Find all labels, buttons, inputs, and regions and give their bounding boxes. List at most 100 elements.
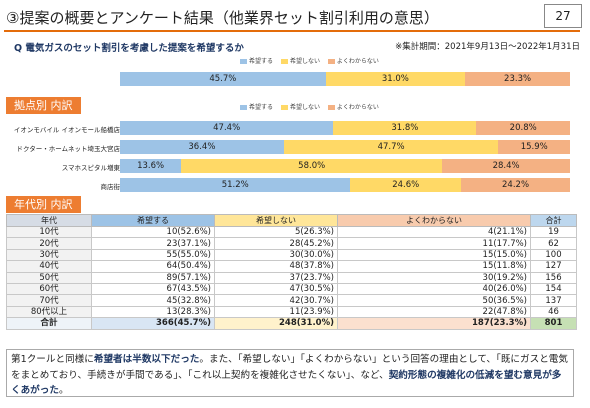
cell-age: 20代 [6,237,92,250]
total-row: 合計 366(45.7%) 248(31.0%) 187(23.3%) 801 [6,317,577,330]
store-section-label: 拠点別 内訳 [6,97,81,114]
store-unknown-segment: 24.2% [461,178,570,192]
table-row: 40代 64(50.4%) 48(37.8%) 15(11.8%) 127 [6,260,577,273]
cell-yes: 67(43.5%) [91,282,215,296]
store-name: イオンモバイル イオンモール船橋店 [13,126,120,134]
overall-bar: 45.7% 31.0% 23.3% [120,72,570,86]
cell-yes: 64(50.4%) [91,260,215,273]
cell-yes: 10(52.6%) [91,225,215,239]
header-total: 合計 [530,214,577,227]
header-no: 希望しない [214,214,338,227]
cell-unknown: 50(36.5%) [337,294,531,307]
cell-no: 5(26.3%) [214,225,338,239]
age-table-header: 年代 希望する 希望しない よくわからない 合計 [6,214,577,227]
summary-emphasis: 契約形態の複雑化の低減を望む意見が多くあがった [11,369,562,397]
cell-yes: 366(45.7%) [91,317,215,330]
cell-age: 70代 [6,294,92,307]
store-yes-segment: 36.4% [120,140,284,154]
overall-no-segment: 31.0% [325,72,466,86]
header-unknown: よくわからない [337,214,531,227]
cell-total: 137 [530,294,577,307]
summary-emphasis: 希望者は半数以下だった [93,354,200,365]
store-yes-segment: 51.2% [120,178,351,192]
cell-yes: 13(28.3%) [91,305,215,319]
store-no-segment: 58.0% [181,159,443,173]
legend-item-unknown: よくわからない [327,58,379,65]
table-row: 20代 23(37.1%) 28(45.2%) 11(17.7%) 62 [6,237,577,250]
cell-no: 37(23.7%) [214,271,338,284]
cell-total: 127 [530,260,577,273]
cell-age: 80代以上 [6,305,92,319]
cell-total: 154 [530,282,577,296]
cell-age: 60代 [6,282,92,296]
summary-text: 。また、「希望しない」「よくわからない」という回答の理由として、「既にガスと電気… [11,354,568,381]
store-legend: 希望する 希望しない よくわからない [240,102,385,111]
store-no-segment: 47.7% [283,140,499,154]
title-bar: ③提案の概要とアンケート結果（他業界セット割引利用の意思） [4,4,580,32]
cell-yes: 89(57.1%) [91,271,215,284]
cell-no: 11(23.9%) [214,305,338,319]
legend-item-yes: 希望する [240,58,273,65]
store-yes-segment: 47.4% [120,121,334,135]
cell-total: 801 [530,317,577,330]
cell-total: 19 [530,225,577,239]
cell-unknown: 15(15.0%) [337,248,531,262]
cell-total: 46 [530,305,577,319]
cell-total: 62 [530,237,577,250]
cell-age: 30代 [6,248,92,262]
cell-unknown: 11(17.7%) [337,237,531,250]
question-text: Q 電気ガスのセット割引を考慮した提案を希望するか [14,43,244,54]
table-row: 50代 89(57.1%) 37(23.7%) 30(19.2%) 156 [6,271,577,284]
store-name: ドクター・ホームネット埼玉大宮店 [16,145,120,153]
header-yes: 希望する [91,214,215,227]
store-name: スマホスピタル増東 [61,164,120,172]
page-number: 27 [544,4,582,28]
legend-item-no: 希望しない [280,104,320,111]
cell-unknown: 187(23.3%) [337,317,531,330]
store-name: 商店街 [100,183,121,191]
legend-item-unknown: よくわからない [327,104,379,111]
store-unknown-segment: 28.4% [442,159,570,173]
cell-total: 100 [530,248,577,262]
cell-unknown: 30(19.2%) [337,271,531,284]
header-age: 年代 [6,214,92,227]
cell-age: 40代 [6,260,92,273]
table-row: 10代 10(52.6%) 5(26.3%) 4(21.1%) 19 [6,225,577,239]
store-bar: 47.4% 31.8% 20.8% [120,121,570,135]
summary-text: 第1クールと同様に [11,354,94,365]
overall-unknown-segment: 23.3% [465,72,570,86]
table-row: 30代 55(55.0%) 30(30.0%) 15(15.0%) 100 [6,248,577,262]
cell-unknown: 15(11.8%) [337,260,531,273]
cell-no: 42(30.7%) [214,294,338,307]
table-row: 70代 45(32.8%) 42(30.7%) 50(36.5%) 137 [6,294,577,307]
cell-yes: 45(32.8%) [91,294,215,307]
store-unknown-segment: 20.8% [476,121,570,135]
store-no-segment: 24.6% [350,178,462,192]
age-section-label: 年代別 内訳 [6,196,81,213]
cell-yes: 23(37.1%) [91,237,215,250]
age-table: 年代 希望する 希望しない よくわからない 合計 10代 10(52.6%) 5… [6,214,577,330]
table-row: 80代以上 13(28.3%) 11(23.9%) 22(47.8%) 46 [6,305,577,319]
store-bar: 51.2% 24.6% 24.2% [120,178,570,192]
cell-total: 156 [530,271,577,284]
cell-unknown: 22(47.8%) [337,305,531,319]
cell-unknown: 4(21.1%) [337,225,531,239]
cell-no: 248(31.0%) [214,317,338,330]
cell-age: 合計 [6,317,92,330]
cell-no: 28(45.2%) [214,237,338,250]
summary-box: 第1クールと同様に希望者は半数以下だった。また、「希望しない」「よくわからない」… [6,349,574,397]
overall-legend: 希望する 希望しない よくわからない [240,56,385,65]
cell-no: 47(30.5%) [214,282,338,296]
store-no-segment: 31.8% [333,121,477,135]
cell-no: 48(37.8%) [214,260,338,273]
cell-yes: 55(55.0%) [91,248,215,262]
table-row: 60代 67(43.5%) 47(30.5%) 40(26.0%) 154 [6,282,577,296]
cell-age: 10代 [6,225,92,239]
store-yes-segment: 13.6% [120,159,182,173]
store-bar: 13.6% 58.0% 28.4% [120,159,570,173]
store-unknown-segment: 15.9% [498,140,570,154]
cell-unknown: 40(26.0%) [337,282,531,296]
store-bar: 36.4% 47.7% 15.9% [120,140,570,154]
page-title: ③提案の概要とアンケート結果（他業界セット割引利用の意思） [6,9,439,27]
overall-yes-segment: 45.7% [120,72,326,86]
